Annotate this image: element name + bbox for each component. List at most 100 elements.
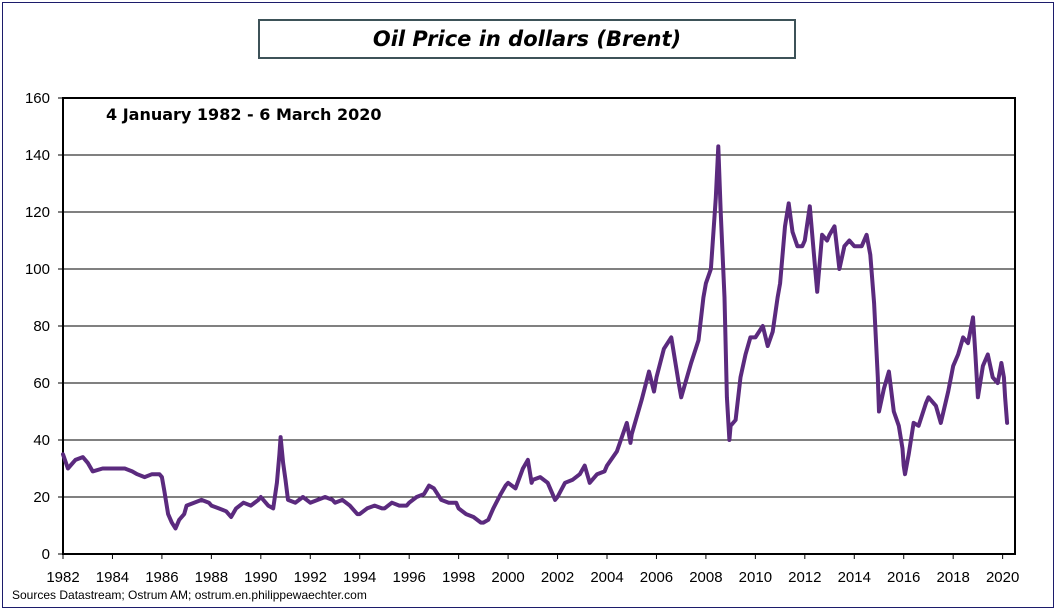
series-group [61, 144, 1010, 531]
data-point [719, 211, 722, 213]
data-point [596, 473, 598, 476]
data-point [804, 239, 806, 242]
data-point [680, 396, 682, 399]
data-point [250, 504, 252, 507]
data-point [873, 302, 875, 305]
data-point [796, 245, 799, 247]
data-point [218, 507, 220, 510]
data-point [838, 268, 841, 270]
data-point [530, 482, 533, 484]
y-tick-label: 160 [25, 90, 50, 107]
data-point [366, 507, 368, 510]
data-point [603, 470, 606, 473]
data-point [554, 499, 556, 501]
data-point [257, 499, 260, 501]
data-point [902, 464, 905, 467]
data-point [579, 473, 581, 476]
x-tick-label: 1990 [244, 569, 277, 586]
x-tick-label: 2000 [491, 569, 524, 586]
data-point [267, 504, 270, 507]
data-point [571, 479, 574, 481]
data-point [143, 476, 146, 478]
data-point [893, 410, 895, 413]
data-point [833, 225, 836, 228]
data-point [546, 482, 549, 484]
data-point [423, 493, 425, 495]
data-point [487, 519, 490, 521]
data-point [787, 202, 790, 205]
data-point [279, 436, 282, 438]
y-axis-ticks: 0 20 40 60 80 100 120 140 160 [25, 90, 63, 563]
data-point [556, 496, 559, 498]
data-point [677, 382, 680, 384]
data-point [398, 504, 401, 507]
data-point [455, 501, 458, 504]
x-tick-label: 2016 [887, 569, 920, 586]
data-point [504, 484, 507, 487]
data-point [947, 390, 949, 393]
data-point [284, 479, 287, 481]
data-point [702, 296, 705, 299]
data-point [527, 459, 529, 461]
chart-subtitle: 4 January 1982 - 6 March 2020 [106, 105, 382, 124]
grid-lines [63, 154, 1015, 498]
data-point [848, 239, 851, 242]
data-point [564, 482, 566, 484]
data-point [907, 453, 910, 456]
data-point [663, 348, 665, 350]
data-point [828, 234, 831, 236]
data-point [648, 370, 650, 373]
data-point [1003, 376, 1005, 379]
data-point [952, 365, 954, 367]
data-point [124, 467, 126, 470]
data-point [532, 479, 534, 481]
data-point [904, 473, 906, 476]
data-point [1004, 396, 1006, 399]
data-point [514, 487, 517, 490]
data-point [433, 487, 435, 490]
data-point [974, 353, 977, 356]
data-point [977, 396, 979, 399]
data-point [739, 376, 742, 379]
data-point [440, 499, 443, 501]
y-tick-label: 140 [25, 147, 50, 164]
data-point [67, 467, 69, 470]
x-tick-label: 2010 [739, 569, 772, 586]
data-point [522, 467, 524, 470]
data-point [766, 345, 769, 347]
data-point [791, 231, 794, 233]
x-tick-label: 2012 [788, 569, 821, 586]
data-point [428, 484, 430, 487]
data-point [447, 501, 450, 504]
data-point [316, 499, 319, 501]
data-point [813, 262, 816, 265]
x-tick-label: 1988 [195, 569, 228, 586]
data-point [935, 405, 937, 407]
data-point [717, 145, 720, 148]
data-point [151, 473, 153, 476]
data-point [744, 353, 747, 356]
data-point [86, 462, 89, 464]
data-point [912, 422, 915, 424]
data-point [225, 510, 227, 513]
data-point [917, 425, 920, 427]
data-point [309, 501, 312, 504]
data-point [302, 496, 304, 498]
data-point [294, 501, 297, 504]
data-point [877, 376, 879, 379]
x-tick-label: 1984 [96, 569, 129, 586]
y-tick-label: 100 [25, 261, 50, 278]
chart-title-box: Oil Price in dollars (Brent) [258, 19, 796, 59]
data-point [334, 501, 336, 504]
data-point [208, 501, 210, 504]
series-line-brent [61, 144, 1010, 531]
data-point [480, 521, 482, 524]
data-point [178, 519, 180, 521]
data-point [163, 490, 166, 493]
data-point [826, 239, 828, 242]
data-point [843, 245, 846, 247]
data-point [583, 464, 586, 467]
data-point [762, 325, 764, 327]
data-point [1006, 422, 1008, 424]
